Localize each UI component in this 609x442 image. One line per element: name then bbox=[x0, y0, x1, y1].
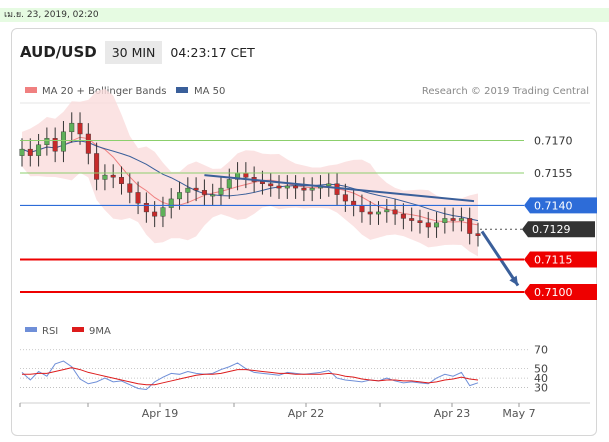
timestamp-bar: เม.ย. 23, 2019, 02:20 bbox=[0, 8, 609, 22]
timestamp: เม.ย. 23, 2019, 02:20 bbox=[4, 10, 99, 20]
chart-clock: 04:23:17 CET bbox=[170, 44, 255, 60]
chart-header: AUD/USD 30 MIN 04:23:17 CET bbox=[20, 38, 255, 66]
chart-panel bbox=[11, 28, 597, 436]
symbol-title: AUD/USD bbox=[20, 43, 97, 61]
timeframe-badge[interactable]: 30 MIN bbox=[104, 40, 163, 64]
